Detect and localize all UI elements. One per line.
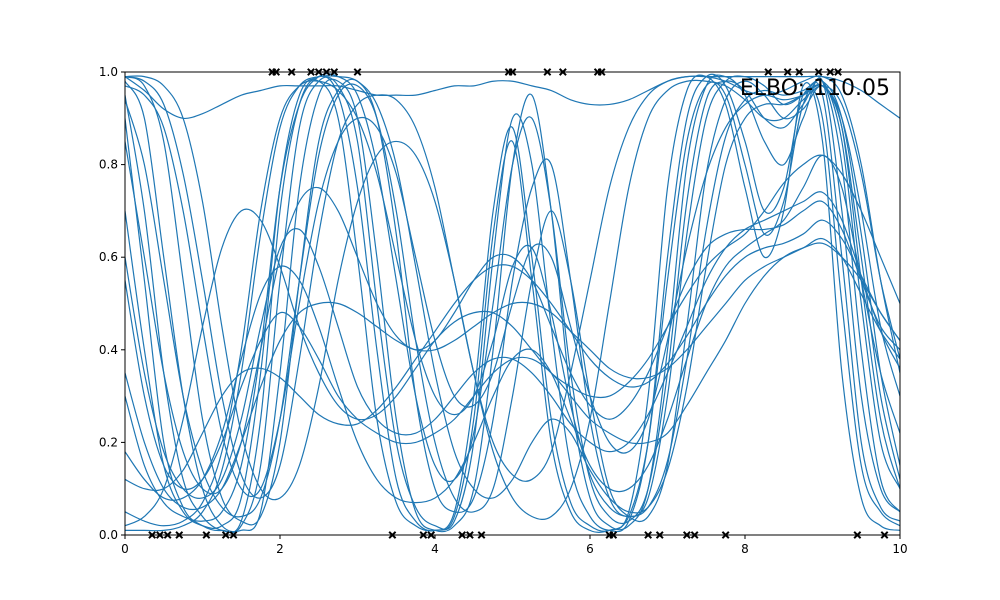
sample-curve-10 (125, 242, 900, 490)
series-layer (125, 73, 900, 534)
sample-curve-6 (125, 84, 900, 498)
sample-curve-12 (125, 75, 900, 499)
x-tick-label: 4 (431, 542, 439, 556)
y-tick-label: 0.0 (99, 528, 118, 542)
sample-curve-19 (125, 237, 900, 511)
sample-curve-7 (125, 73, 900, 525)
y-tick-label: 0.2 (99, 435, 118, 449)
y-tick-label: 0.4 (99, 343, 118, 357)
x-axis: 0 2 4 6 8 10 (121, 535, 908, 556)
sample-curve-2 (125, 73, 900, 534)
x-tick-label: 2 (276, 542, 284, 556)
sample-curve-3 (125, 74, 900, 533)
sample-curve-14 (125, 80, 900, 523)
sample-curve-20 (125, 75, 900, 532)
y-tick-label: 1.0 (99, 65, 118, 79)
plot-frame (124, 71, 901, 536)
sample-curve-18 (125, 75, 900, 520)
sample-curve-9 (125, 75, 900, 120)
sample-curve-11 (125, 154, 900, 527)
sample-curve-16 (125, 79, 900, 527)
sample-curve-4 (125, 75, 900, 526)
x-tick-label: 0 (121, 542, 129, 556)
sample-curve-5 (125, 78, 900, 533)
y-axis: 0.0 0.2 0.4 0.6 0.8 1.0 (99, 65, 125, 542)
sample-curve-17 (125, 219, 900, 492)
x-tick-label: 10 (892, 542, 907, 556)
sample-curve-15 (125, 191, 900, 499)
y-tick-label: 0.8 (99, 158, 118, 172)
x-tick-label: 6 (586, 542, 594, 556)
elbo-annotation: ELBO:-110.05 (740, 76, 890, 101)
x-tick-label: 8 (741, 542, 749, 556)
y-tick-label: 0.6 (99, 250, 118, 264)
